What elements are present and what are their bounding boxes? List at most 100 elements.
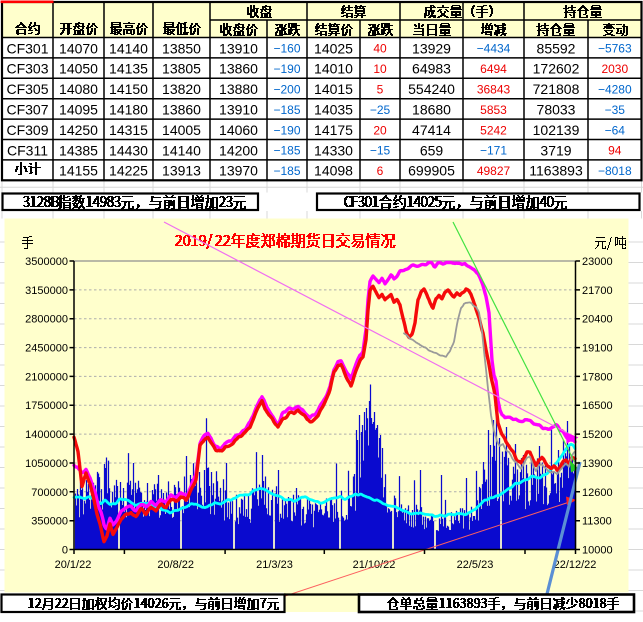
svg-text:5: 5 bbox=[377, 83, 384, 97]
svg-text:−35: −35 bbox=[605, 103, 626, 117]
svg-text:700000: 700000 bbox=[31, 487, 68, 499]
svg-text:CF303: CF303 bbox=[6, 61, 48, 77]
svg-text:13970: 13970 bbox=[219, 163, 258, 179]
svg-text:14060: 14060 bbox=[219, 122, 258, 138]
svg-text:14180: 14180 bbox=[109, 102, 148, 118]
svg-text:20: 20 bbox=[373, 123, 387, 137]
svg-text:5853: 5853 bbox=[480, 103, 507, 117]
svg-text:CF301: CF301 bbox=[6, 40, 48, 56]
svg-text:−15: −15 bbox=[370, 144, 391, 158]
svg-text:94: 94 bbox=[608, 144, 622, 158]
svg-text:1163893: 1163893 bbox=[529, 163, 583, 179]
svg-text:13900: 13900 bbox=[582, 458, 613, 470]
svg-text:47414: 47414 bbox=[412, 122, 451, 138]
svg-text:6494: 6494 bbox=[480, 62, 507, 76]
svg-text:14315: 14315 bbox=[109, 122, 148, 138]
svg-text:36843: 36843 bbox=[477, 83, 511, 97]
svg-text:21700: 21700 bbox=[582, 285, 613, 297]
svg-text:1750000: 1750000 bbox=[25, 400, 68, 412]
svg-text:14140: 14140 bbox=[109, 40, 148, 56]
svg-text:699905: 699905 bbox=[408, 163, 455, 179]
svg-text:−190: −190 bbox=[273, 62, 300, 76]
svg-text:554240: 554240 bbox=[408, 81, 455, 97]
svg-text:14140: 14140 bbox=[162, 142, 201, 158]
svg-text:19100: 19100 bbox=[582, 343, 613, 355]
svg-text:14005: 14005 bbox=[162, 122, 201, 138]
svg-text:14098: 14098 bbox=[314, 163, 353, 179]
svg-text:14035: 14035 bbox=[314, 102, 353, 118]
svg-text:3150000: 3150000 bbox=[25, 285, 68, 297]
svg-text:14015: 14015 bbox=[314, 81, 353, 97]
svg-text:23000: 23000 bbox=[582, 256, 613, 268]
svg-text:−200: −200 bbox=[273, 83, 300, 97]
svg-text:CF309: CF309 bbox=[6, 122, 48, 138]
svg-text:14155: 14155 bbox=[59, 163, 98, 179]
svg-text:350000: 350000 bbox=[31, 516, 68, 528]
svg-text:14225: 14225 bbox=[109, 163, 148, 179]
svg-text:13860: 13860 bbox=[162, 102, 201, 118]
svg-text:14080: 14080 bbox=[59, 81, 98, 97]
svg-text:−190: −190 bbox=[273, 123, 300, 137]
svg-text:14150: 14150 bbox=[109, 81, 148, 97]
svg-text:21/3/23: 21/3/23 bbox=[256, 559, 293, 571]
svg-text:10000: 10000 bbox=[582, 545, 613, 557]
svg-text:−25: −25 bbox=[370, 103, 391, 117]
svg-text:3500000: 3500000 bbox=[25, 256, 68, 268]
svg-text:5242: 5242 bbox=[480, 123, 507, 137]
svg-text:64983: 64983 bbox=[412, 61, 451, 77]
svg-text:10: 10 bbox=[373, 62, 387, 76]
svg-text:13850: 13850 bbox=[162, 40, 201, 56]
svg-text:2450000: 2450000 bbox=[25, 343, 68, 355]
svg-text:20/8/22: 20/8/22 bbox=[157, 559, 194, 571]
svg-text:−5763: −5763 bbox=[598, 42, 632, 56]
svg-text:−185: −185 bbox=[273, 164, 300, 178]
svg-text:14095: 14095 bbox=[59, 102, 98, 118]
svg-text:14070: 14070 bbox=[59, 40, 98, 56]
svg-text:14385: 14385 bbox=[59, 142, 98, 158]
svg-text:1050000: 1050000 bbox=[25, 458, 68, 470]
svg-text:14050: 14050 bbox=[59, 61, 98, 77]
svg-text:13910: 13910 bbox=[219, 102, 258, 118]
svg-text:13910: 13910 bbox=[219, 40, 258, 56]
svg-text:14430: 14430 bbox=[109, 142, 148, 158]
svg-text:22/12/22: 22/12/22 bbox=[554, 559, 597, 571]
svg-text:−8018: −8018 bbox=[598, 164, 632, 178]
svg-text:3719: 3719 bbox=[540, 142, 571, 158]
svg-text:14330: 14330 bbox=[314, 142, 353, 158]
svg-text:21/10/22: 21/10/22 bbox=[353, 559, 396, 571]
svg-text:11300: 11300 bbox=[582, 516, 612, 528]
svg-text:1400000: 1400000 bbox=[25, 429, 68, 441]
svg-text:14250: 14250 bbox=[59, 122, 98, 138]
svg-text:−160: −160 bbox=[273, 42, 300, 56]
svg-text:6: 6 bbox=[377, 164, 384, 178]
svg-text:13805: 13805 bbox=[162, 61, 201, 77]
svg-text:13929: 13929 bbox=[412, 40, 451, 56]
svg-text:14135: 14135 bbox=[109, 61, 148, 77]
svg-text:2800000: 2800000 bbox=[25, 314, 68, 326]
svg-text:2030: 2030 bbox=[601, 62, 628, 76]
svg-text:−64: −64 bbox=[605, 123, 626, 137]
svg-text:14200: 14200 bbox=[219, 142, 258, 158]
svg-text:40: 40 bbox=[373, 42, 387, 56]
svg-text:CF305: CF305 bbox=[6, 81, 48, 97]
svg-text:CF307: CF307 bbox=[6, 102, 48, 118]
svg-text:13820: 13820 bbox=[162, 81, 201, 97]
svg-text:−4434: −4434 bbox=[477, 42, 511, 56]
svg-text:20/1/22: 20/1/22 bbox=[55, 559, 92, 571]
svg-text:14010: 14010 bbox=[314, 61, 353, 77]
svg-text:−4280: −4280 bbox=[598, 83, 632, 97]
svg-text:20400: 20400 bbox=[582, 314, 613, 326]
svg-text:721808: 721808 bbox=[533, 81, 580, 97]
svg-text:17800: 17800 bbox=[582, 371, 613, 383]
svg-text:16500: 16500 bbox=[582, 400, 613, 412]
svg-text:659: 659 bbox=[420, 142, 444, 158]
svg-text:85592: 85592 bbox=[537, 40, 576, 56]
svg-text:15200: 15200 bbox=[582, 429, 613, 441]
svg-text:102139: 102139 bbox=[533, 122, 580, 138]
svg-text:−171: −171 bbox=[480, 144, 507, 158]
svg-text:13913: 13913 bbox=[162, 163, 201, 179]
svg-text:49827: 49827 bbox=[477, 164, 511, 178]
svg-text:0: 0 bbox=[62, 545, 68, 557]
svg-text:2100000: 2100000 bbox=[25, 371, 68, 383]
svg-text:78033: 78033 bbox=[537, 102, 576, 118]
